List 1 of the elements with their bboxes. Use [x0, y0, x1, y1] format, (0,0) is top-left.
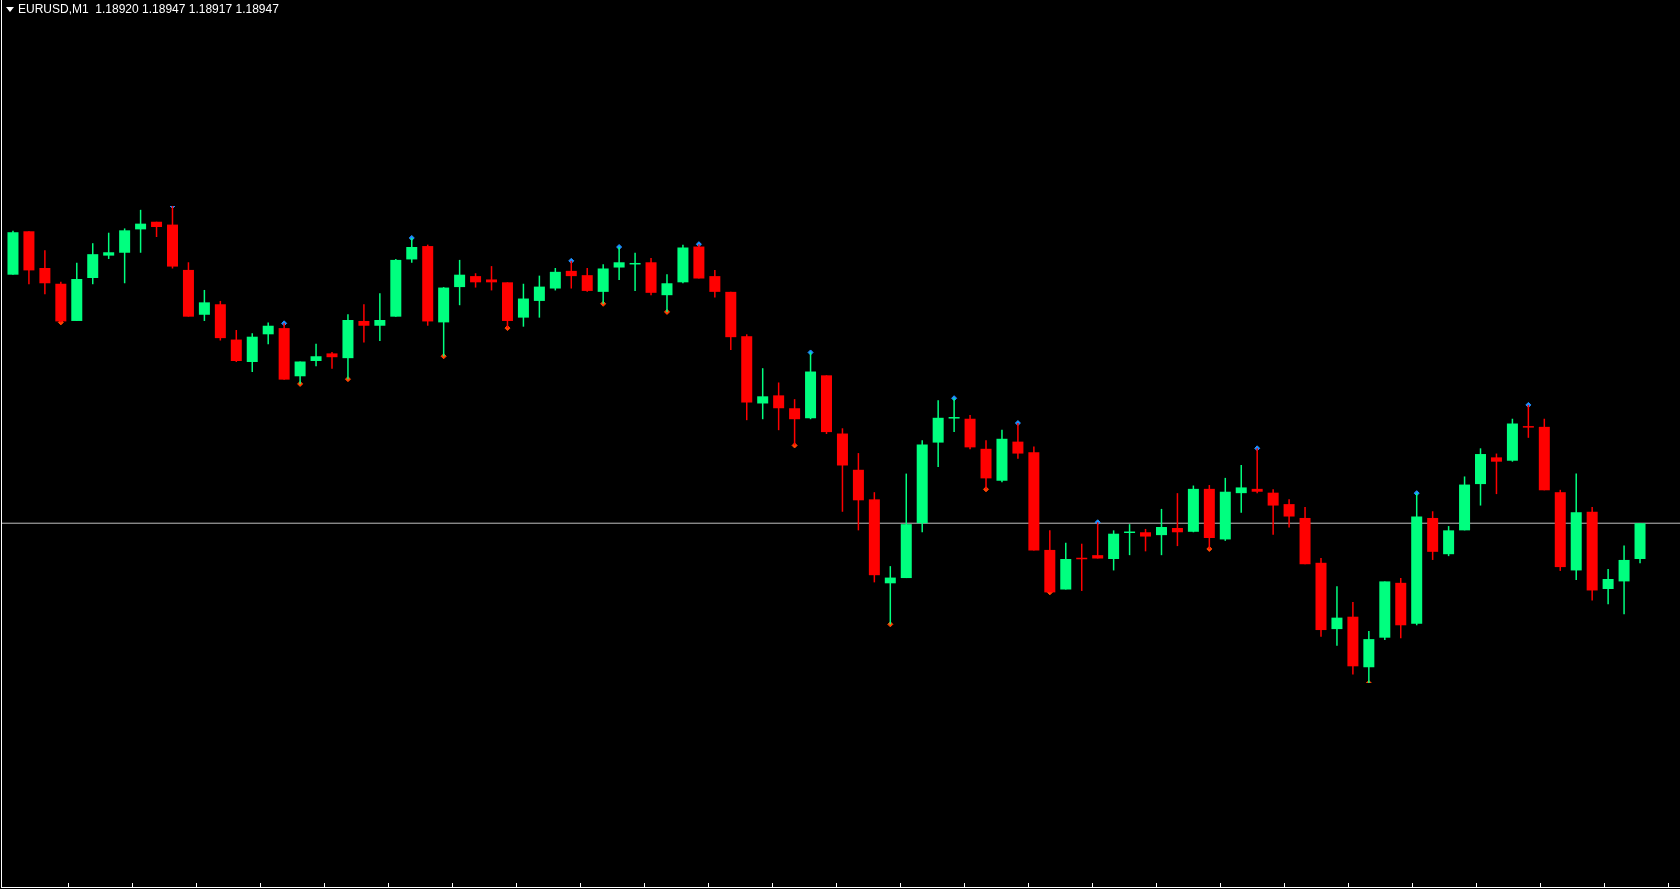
chart-title: EURUSD,M1 1.18920 1.18947 1.18917 1.18947 — [18, 2, 279, 16]
